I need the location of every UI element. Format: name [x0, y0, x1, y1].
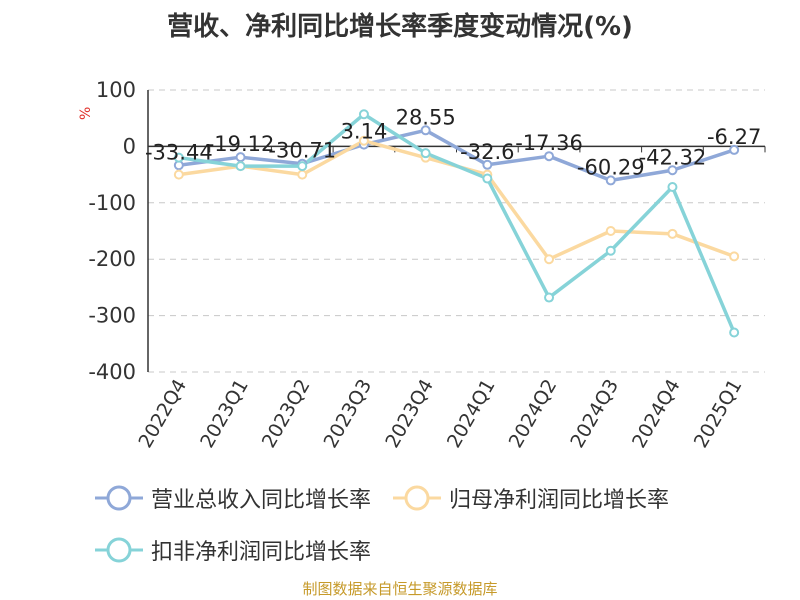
- x-tick-label: 2022Q4: [134, 376, 191, 452]
- legend-item[interactable]: 营业总收入同比增长率: [95, 478, 371, 518]
- y-tick-label: -400: [88, 360, 136, 384]
- data-label: -60.29: [577, 155, 645, 179]
- data-point: [729, 327, 740, 338]
- x-tick-label: 2024Q2: [505, 376, 562, 452]
- legend-label: 营业总收入同比增长率: [151, 488, 372, 513]
- source-note: 制图数据来自恒生聚源数据库: [302, 580, 498, 598]
- y-tick-label: 0: [123, 134, 136, 158]
- x-tick-label: 2023Q4: [381, 376, 438, 452]
- x-tick-label: 2023Q3: [320, 376, 377, 452]
- data-label: -19.12: [207, 132, 275, 156]
- y-tick-label: -100: [88, 191, 136, 215]
- y-tick-label: 100: [96, 78, 136, 102]
- data-label: -32.6: [460, 140, 514, 164]
- data-point: [544, 254, 555, 265]
- data-point: [235, 161, 246, 172]
- data-point: [605, 245, 616, 256]
- legend-swatch: [95, 537, 143, 563]
- data-point: [297, 161, 308, 172]
- data-point: [482, 159, 493, 170]
- x-tick-label: 2024Q1: [443, 375, 500, 451]
- data-point: [729, 144, 740, 155]
- data-label: -6.27: [707, 125, 761, 149]
- data-label: -33.44: [145, 140, 213, 164]
- data-point: [544, 292, 555, 303]
- data-point: [420, 148, 431, 159]
- legend-item[interactable]: 扣非净利润同比增长率: [95, 530, 371, 570]
- legend-label: 归母净利润同比增长率: [449, 488, 670, 513]
- x-tick-label: 2025Q1: [690, 376, 747, 452]
- data-point: [729, 251, 740, 262]
- x-tick-label: 2024Q4: [628, 376, 685, 452]
- x-tick-label: 2023Q1: [196, 376, 253, 452]
- legend-label: 扣非净利润同比增长率: [151, 540, 372, 565]
- legend-swatch: [95, 485, 143, 511]
- data-point: [667, 228, 678, 239]
- data-point: [297, 169, 308, 180]
- data-point: [420, 125, 431, 136]
- series-line: [178, 112, 736, 334]
- data-label: 3.14: [341, 120, 388, 144]
- y-tick-label: -200: [88, 247, 136, 271]
- data-point: [605, 175, 616, 186]
- data-point: [605, 226, 616, 236]
- data-label: -42.32: [639, 145, 707, 169]
- data-point: [667, 165, 678, 176]
- data-point: [173, 152, 184, 163]
- chart-title: 营收、净利同比增长率季度变动情况(%): [167, 12, 633, 42]
- data-point: [667, 182, 678, 193]
- legend-swatch: [393, 485, 442, 511]
- legend-item[interactable]: 归母净利润同比增长率: [393, 478, 669, 518]
- data-point: [544, 151, 555, 162]
- data-point: [358, 135, 369, 146]
- data-label: -30.71: [268, 139, 336, 163]
- data-point: [358, 109, 369, 120]
- y-tick-label: -300: [88, 304, 136, 328]
- series-line: [178, 128, 735, 183]
- x-tick-label: 2024Q3: [566, 376, 623, 452]
- x-tick-label: 2023Q2: [258, 376, 315, 452]
- data-label: -17.36: [515, 131, 583, 155]
- data-label: 28.55: [396, 105, 456, 129]
- chart-legend: 营业总收入同比增长率 归母净利润同比增长率扣非净利润同比增长率: [95, 478, 775, 582]
- data-point: [482, 173, 493, 184]
- data-point: [173, 169, 184, 180]
